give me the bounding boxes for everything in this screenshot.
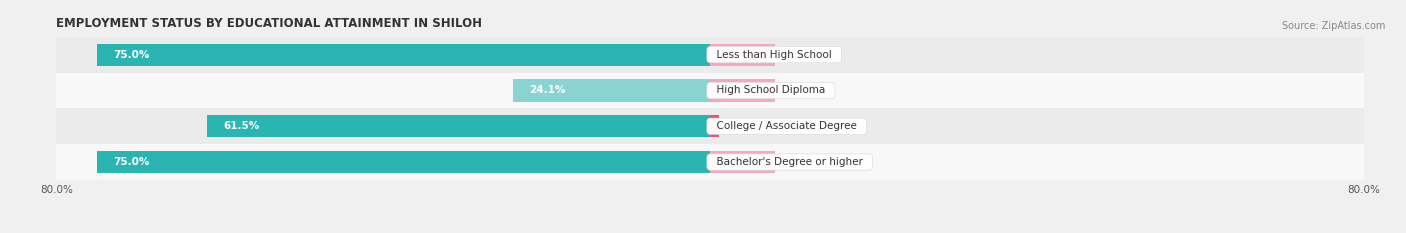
Bar xyxy=(710,79,776,102)
Text: 0.0%: 0.0% xyxy=(787,50,814,60)
Text: 1.1%: 1.1% xyxy=(787,121,814,131)
Bar xyxy=(56,72,1364,108)
Text: Bachelor's Degree or higher: Bachelor's Degree or higher xyxy=(710,157,869,167)
Bar xyxy=(97,151,710,173)
Text: 75.0%: 75.0% xyxy=(114,157,150,167)
Bar xyxy=(97,44,710,66)
Text: 75.0%: 75.0% xyxy=(114,50,150,60)
Bar xyxy=(513,79,710,102)
Text: High School Diploma: High School Diploma xyxy=(710,86,832,96)
Text: College / Associate Degree: College / Associate Degree xyxy=(710,121,863,131)
Text: EMPLOYMENT STATUS BY EDUCATIONAL ATTAINMENT IN SHILOH: EMPLOYMENT STATUS BY EDUCATIONAL ATTAINM… xyxy=(56,17,482,30)
Bar xyxy=(710,44,776,66)
Text: 24.1%: 24.1% xyxy=(530,86,565,96)
Text: 61.5%: 61.5% xyxy=(224,121,260,131)
Text: Source: ZipAtlas.com: Source: ZipAtlas.com xyxy=(1281,21,1385,31)
Bar xyxy=(208,115,710,137)
Bar xyxy=(56,144,1364,180)
Bar xyxy=(56,37,1364,72)
Bar xyxy=(56,108,1364,144)
Text: 0.0%: 0.0% xyxy=(787,157,814,167)
Text: 0.0%: 0.0% xyxy=(787,86,814,96)
Bar xyxy=(710,151,776,173)
Bar xyxy=(710,115,718,137)
Text: Less than High School: Less than High School xyxy=(710,50,838,60)
